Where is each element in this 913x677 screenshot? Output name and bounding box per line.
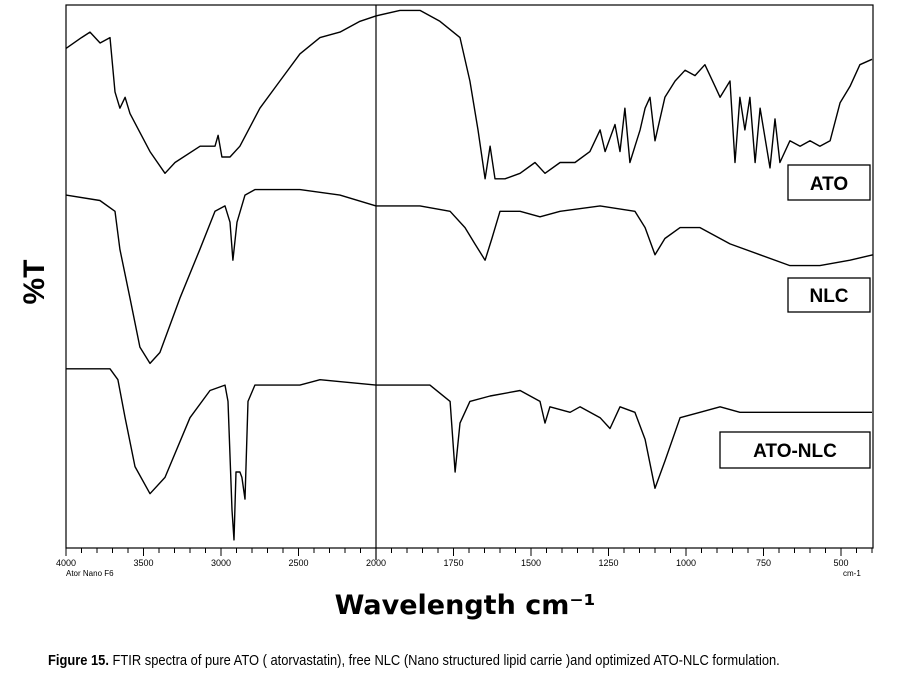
figure-caption: Figure 15. FTIR spectra of pure ATO ( at… [48, 652, 780, 669]
series-label-ato-nlc: ATO-NLC [753, 441, 837, 462]
y-axis-label: %T [18, 260, 51, 305]
x-tick-label: 500 [833, 558, 848, 568]
x-axis-label: Wavelength cm⁻¹ [335, 590, 596, 621]
x-tick-label: 750 [756, 558, 771, 568]
x-tick-label: 2000 [366, 558, 386, 568]
series-line-nlc [65, 188, 874, 365]
axis-note-left: Ator Nano F6 [66, 569, 114, 578]
axis-note-right: cm-1 [843, 569, 861, 578]
x-tick-label: 2500 [288, 558, 308, 568]
x-tick-label: 1500 [521, 558, 541, 568]
label-box-nlc: NLC [787, 277, 871, 313]
series-label-ato: ATO [810, 174, 848, 195]
caption-text: FTIR spectra of pure ATO ( atorvastatin)… [108, 652, 780, 669]
x-tick-label: 3500 [133, 558, 153, 568]
x-tick-label: 1750 [443, 558, 463, 568]
x-tick-label: 1000 [676, 558, 696, 568]
caption-label: Figure 15. [48, 652, 109, 669]
series-label-nlc: NLC [809, 286, 848, 307]
label-box-ato: ATO [787, 164, 871, 201]
x-tick-label: 3000 [211, 558, 231, 568]
x-tick-label: 1250 [598, 558, 618, 568]
series-line-ato-nlc [66, 368, 872, 541]
series-line-ato [65, 9, 873, 180]
label-box-ato-nlc: ATO-NLC [719, 431, 871, 469]
x-tick-label: 4000 [56, 558, 76, 568]
